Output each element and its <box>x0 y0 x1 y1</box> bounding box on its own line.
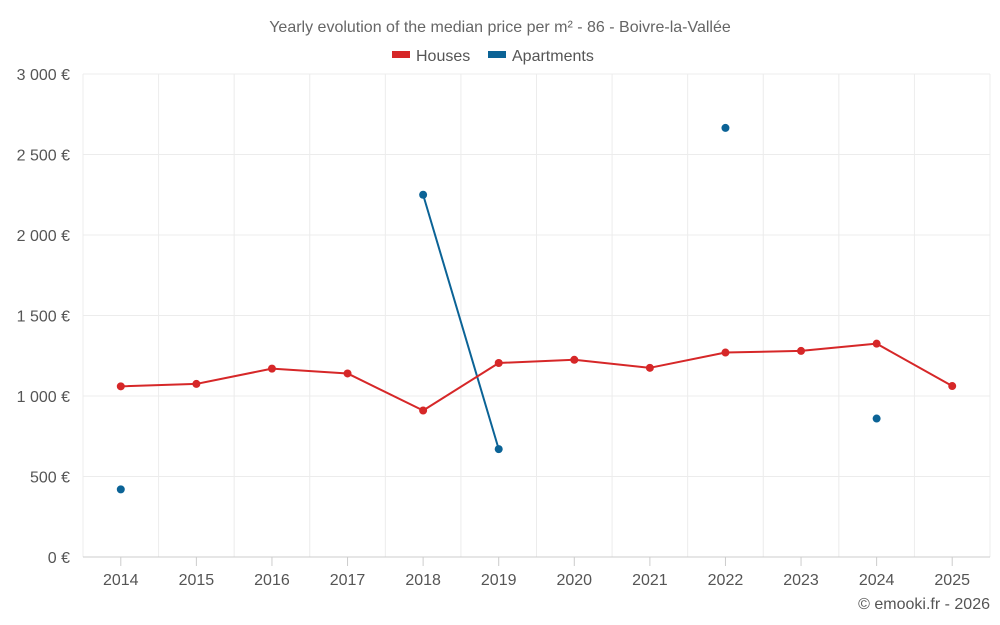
legend: Houses Apartments <box>392 48 594 65</box>
data-point-houses-2018[interactable] <box>419 406 428 415</box>
data-point-houses-2023[interactable] <box>797 346 806 355</box>
y-tick-label: 2 000 € <box>17 228 70 245</box>
legend-label-apartments[interactable]: Apartments <box>512 48 594 65</box>
data-point-apartments-2018[interactable] <box>419 190 428 199</box>
x-tick-label: 2017 <box>330 572 366 589</box>
data-point-apartments-2022[interactable] <box>721 123 730 132</box>
series-line-houses <box>875 342 954 388</box>
data-point-houses-2019[interactable] <box>494 358 503 367</box>
data-point-houses-2021[interactable] <box>645 363 654 372</box>
x-axis-ticks: 2014 2015 2016 2017 2018 2019 2020 2021 2022 2023… <box>103 557 970 589</box>
data-point-houses-2024[interactable] <box>872 339 881 348</box>
data-point-houses-2022[interactable] <box>721 348 730 357</box>
y-tick-label: 500 € <box>30 470 70 487</box>
y-tick-label: 1 000 € <box>17 389 70 406</box>
x-tick-label: 2014 <box>103 572 139 589</box>
series <box>116 123 957 494</box>
x-tick-label: 2022 <box>708 572 744 589</box>
series-line-houses <box>195 367 273 385</box>
data-point-houses-2017[interactable] <box>343 369 352 378</box>
data-point-apartments-2024[interactable] <box>872 414 881 423</box>
series-line-houses <box>119 382 198 388</box>
grid <box>82 73 991 558</box>
series-line-houses <box>724 349 803 354</box>
series-line-houses <box>422 361 500 412</box>
data-point-houses-2025[interactable] <box>948 382 957 391</box>
credit-text: © emooki.fr - 2026 <box>858 596 990 613</box>
x-tick-label: 2015 <box>179 572 215 589</box>
y-tick-label: 1 500 € <box>17 309 70 326</box>
y-tick-label: 2 500 € <box>17 148 70 165</box>
y-tick-label: 0 € <box>48 550 70 567</box>
x-tick-label: 2018 <box>405 572 441 589</box>
chart-title: Yearly evolution of the median price per… <box>269 19 731 36</box>
x-tick-label: 2024 <box>859 572 895 589</box>
data-point-apartments-2014[interactable] <box>116 485 125 494</box>
legend-swatch-apartments[interactable] <box>488 51 506 58</box>
x-tick-label: 2025 <box>934 572 970 589</box>
data-point-houses-2020[interactable] <box>570 355 579 364</box>
series-line-apartments <box>422 193 500 451</box>
x-tick-label: 2023 <box>783 572 819 589</box>
data-point-houses-2014[interactable] <box>116 382 125 391</box>
legend-swatch-houses[interactable] <box>392 51 410 58</box>
series-line-houses <box>270 367 349 375</box>
series-line-houses <box>648 351 727 369</box>
data-point-houses-2015[interactable] <box>192 379 201 388</box>
y-tick-label: 3 000 € <box>17 67 70 84</box>
y-axis-ticks: 0 € 500 € 1 000 € 1 500 € 2 000 € 2 500 € 3 00… <box>17 67 70 567</box>
series-line-houses <box>800 342 878 352</box>
x-tick-label: 2019 <box>481 572 517 589</box>
legend-label-houses[interactable]: Houses <box>416 48 470 65</box>
data-point-apartments-2019[interactable] <box>494 445 503 454</box>
series-line-houses <box>497 358 576 364</box>
x-tick-label: 2020 <box>556 572 592 589</box>
data-point-houses-2016[interactable] <box>267 364 276 373</box>
series-line-houses <box>573 358 651 369</box>
series-line-houses <box>346 372 425 412</box>
x-tick-label: 2021 <box>632 572 668 589</box>
x-tick-label: 2016 <box>254 572 290 589</box>
